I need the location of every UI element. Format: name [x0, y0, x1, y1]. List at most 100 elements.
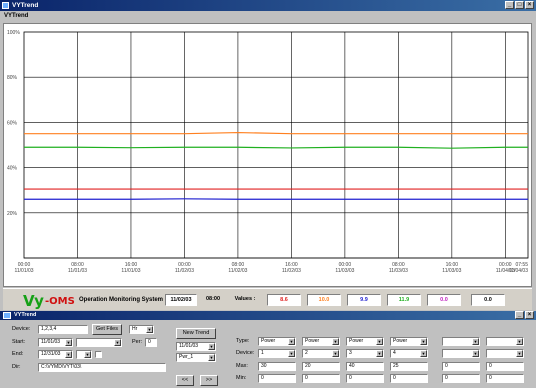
panel-titlebar: VYTrend _ ×	[0, 311, 536, 320]
chevron-down-icon: ▼	[420, 338, 427, 345]
end-date-value: 12/31/03	[41, 351, 61, 357]
per-label: Per:	[132, 339, 143, 345]
trend-name-select[interactable]: Pwr_1 ▼	[176, 353, 216, 362]
device-select[interactable]: 1 ▼	[258, 349, 296, 358]
trend-date-value: 11/01/03	[179, 343, 199, 349]
trend-name-value: Pwr_1	[179, 354, 194, 360]
device-select[interactable]: 2 ▼	[302, 349, 340, 358]
menu-label: VYTrend	[4, 13, 29, 19]
chevron-down-icon: ▼	[146, 326, 153, 333]
chevron-down-icon: ▼	[516, 350, 523, 357]
prev-button[interactable]: <<	[176, 375, 194, 386]
device-select[interactable]: 4 ▼	[390, 349, 428, 358]
type-select-value: Power	[305, 338, 320, 344]
panel-close-button[interactable]: ×	[525, 311, 534, 319]
system-name: Operation Monitoring System	[79, 297, 164, 303]
x-tick-label: 16:00	[446, 262, 459, 268]
x-tick-label: 11/01/03	[14, 268, 33, 274]
x-tick-label: 11/02/03	[228, 268, 247, 274]
max-input[interactable]: 0	[442, 362, 480, 371]
start-date-select[interactable]: 11/01/03 ▼	[38, 338, 73, 347]
max-input[interactable]: 25	[390, 362, 428, 371]
x-tick-label: 11/04/03	[509, 268, 528, 274]
start-time-select[interactable]: ▼	[76, 338, 122, 347]
device-select[interactable]: ▼	[442, 349, 480, 358]
next-button[interactable]: >>	[200, 375, 218, 386]
type-select-value: Power	[349, 338, 364, 344]
chevron-down-icon: ▼	[208, 343, 215, 350]
min-input[interactable]: 0	[442, 374, 480, 383]
x-tick-label: 07:55	[515, 262, 528, 268]
chart-svg: 100%80%60%40%20%00:0011/01/0308:0011/01/…	[7, 30, 529, 274]
end-time-select[interactable]: ▼	[76, 350, 92, 359]
end-label: End:	[12, 351, 24, 357]
device-select[interactable]: ▼	[486, 349, 524, 358]
min-input[interactable]: 0	[486, 374, 524, 383]
min-input[interactable]: 0	[258, 374, 296, 383]
window-title: VYTrend	[12, 2, 39, 9]
type-select[interactable]: ▼	[486, 337, 524, 346]
min-label: Min:	[236, 375, 247, 381]
end-date-select[interactable]: 12/31/03 ▼	[38, 350, 73, 359]
get-files-button[interactable]: Get Files	[92, 324, 122, 335]
x-tick-label: 16:00	[125, 262, 138, 268]
max-input[interactable]: 40	[346, 362, 384, 371]
maximize-button[interactable]: □	[515, 1, 524, 9]
x-tick-label: 00:00	[18, 262, 31, 268]
max-input[interactable]: 0	[486, 362, 524, 371]
status-value: 9.9	[347, 294, 381, 306]
y-tick-label: 40%	[7, 166, 18, 172]
start-date-value: 11/01/03	[41, 339, 61, 345]
series-line	[24, 146, 528, 149]
x-tick-label: 11/01/03	[121, 268, 140, 274]
y-tick-label: 80%	[7, 75, 18, 81]
panel-minimize-button[interactable]: _	[515, 311, 524, 319]
chevron-down-icon: ▼	[516, 338, 523, 345]
trend-date-select[interactable]: 11/01/03 ▼	[176, 342, 216, 351]
chevron-down-icon: ▼	[472, 350, 479, 357]
values-label: Values :	[234, 296, 256, 302]
status-bar: Vy -OMS Operation Monitoring System 11/0…	[3, 288, 532, 310]
type-select[interactable]: Power ▼	[302, 337, 340, 346]
status-value: 0.0	[427, 294, 461, 306]
type-select[interactable]: ▼	[442, 337, 480, 346]
x-tick-label: 08:00	[392, 262, 405, 268]
x-tick-label: 11/03/03	[389, 268, 408, 274]
device-input[interactable]: 1,2,3,4	[38, 325, 88, 334]
type-label: Type:	[236, 338, 250, 344]
trend-chart[interactable]: 100% 80% 60% 40% 20% 00:00 11/01/03 08:00 11/01/…	[3, 23, 532, 287]
x-tick-label: 00:00	[499, 262, 512, 268]
new-trend-button[interactable]: New Trend	[176, 328, 216, 339]
type-select[interactable]: Power ▼	[346, 337, 384, 346]
device-select[interactable]: 3 ▼	[346, 349, 384, 358]
type-select[interactable]: Power ▼	[258, 337, 296, 346]
min-input[interactable]: 0	[302, 374, 340, 383]
type-select[interactable]: Power ▼	[390, 337, 428, 346]
type-select-value: Power	[261, 338, 276, 344]
min-input[interactable]: 0	[390, 374, 428, 383]
status-time: 08:00	[205, 296, 221, 302]
app-icon	[2, 2, 9, 9]
per-input[interactable]: 0	[145, 338, 157, 347]
end-checkbox[interactable]	[95, 351, 102, 358]
min-input[interactable]: 0	[346, 374, 384, 383]
device-select-value: 1	[261, 350, 264, 356]
device2-label: Device:	[236, 350, 255, 356]
chevron-down-icon: ▼	[376, 350, 383, 357]
minimize-button[interactable]: _	[505, 1, 514, 9]
dir-input[interactable]: C:\VYMD\VYT\03\	[38, 363, 166, 372]
unit-select[interactable]: Hr ▼	[129, 325, 154, 334]
x-tick-label: 11/02/03	[175, 268, 194, 274]
window-titlebar: VYTrend _ □ ×	[0, 0, 536, 11]
control-panel: VYTrend _ × Device: 1,2,3,4 Get Files Hr…	[0, 311, 536, 388]
chevron-down-icon: ▼	[420, 350, 427, 357]
x-tick-label: 11/02/03	[282, 268, 301, 274]
chevron-down-icon: ▼	[332, 338, 339, 345]
x-tick-label: 11/04/03	[496, 268, 515, 274]
x-tick-label: 11/01/03	[68, 268, 87, 274]
max-input[interactable]: 30	[258, 362, 296, 371]
y-tick-label: 60%	[7, 120, 18, 126]
device-select-value: 3	[349, 350, 352, 356]
max-input[interactable]: 20	[302, 362, 340, 371]
close-button[interactable]: ×	[525, 1, 534, 9]
